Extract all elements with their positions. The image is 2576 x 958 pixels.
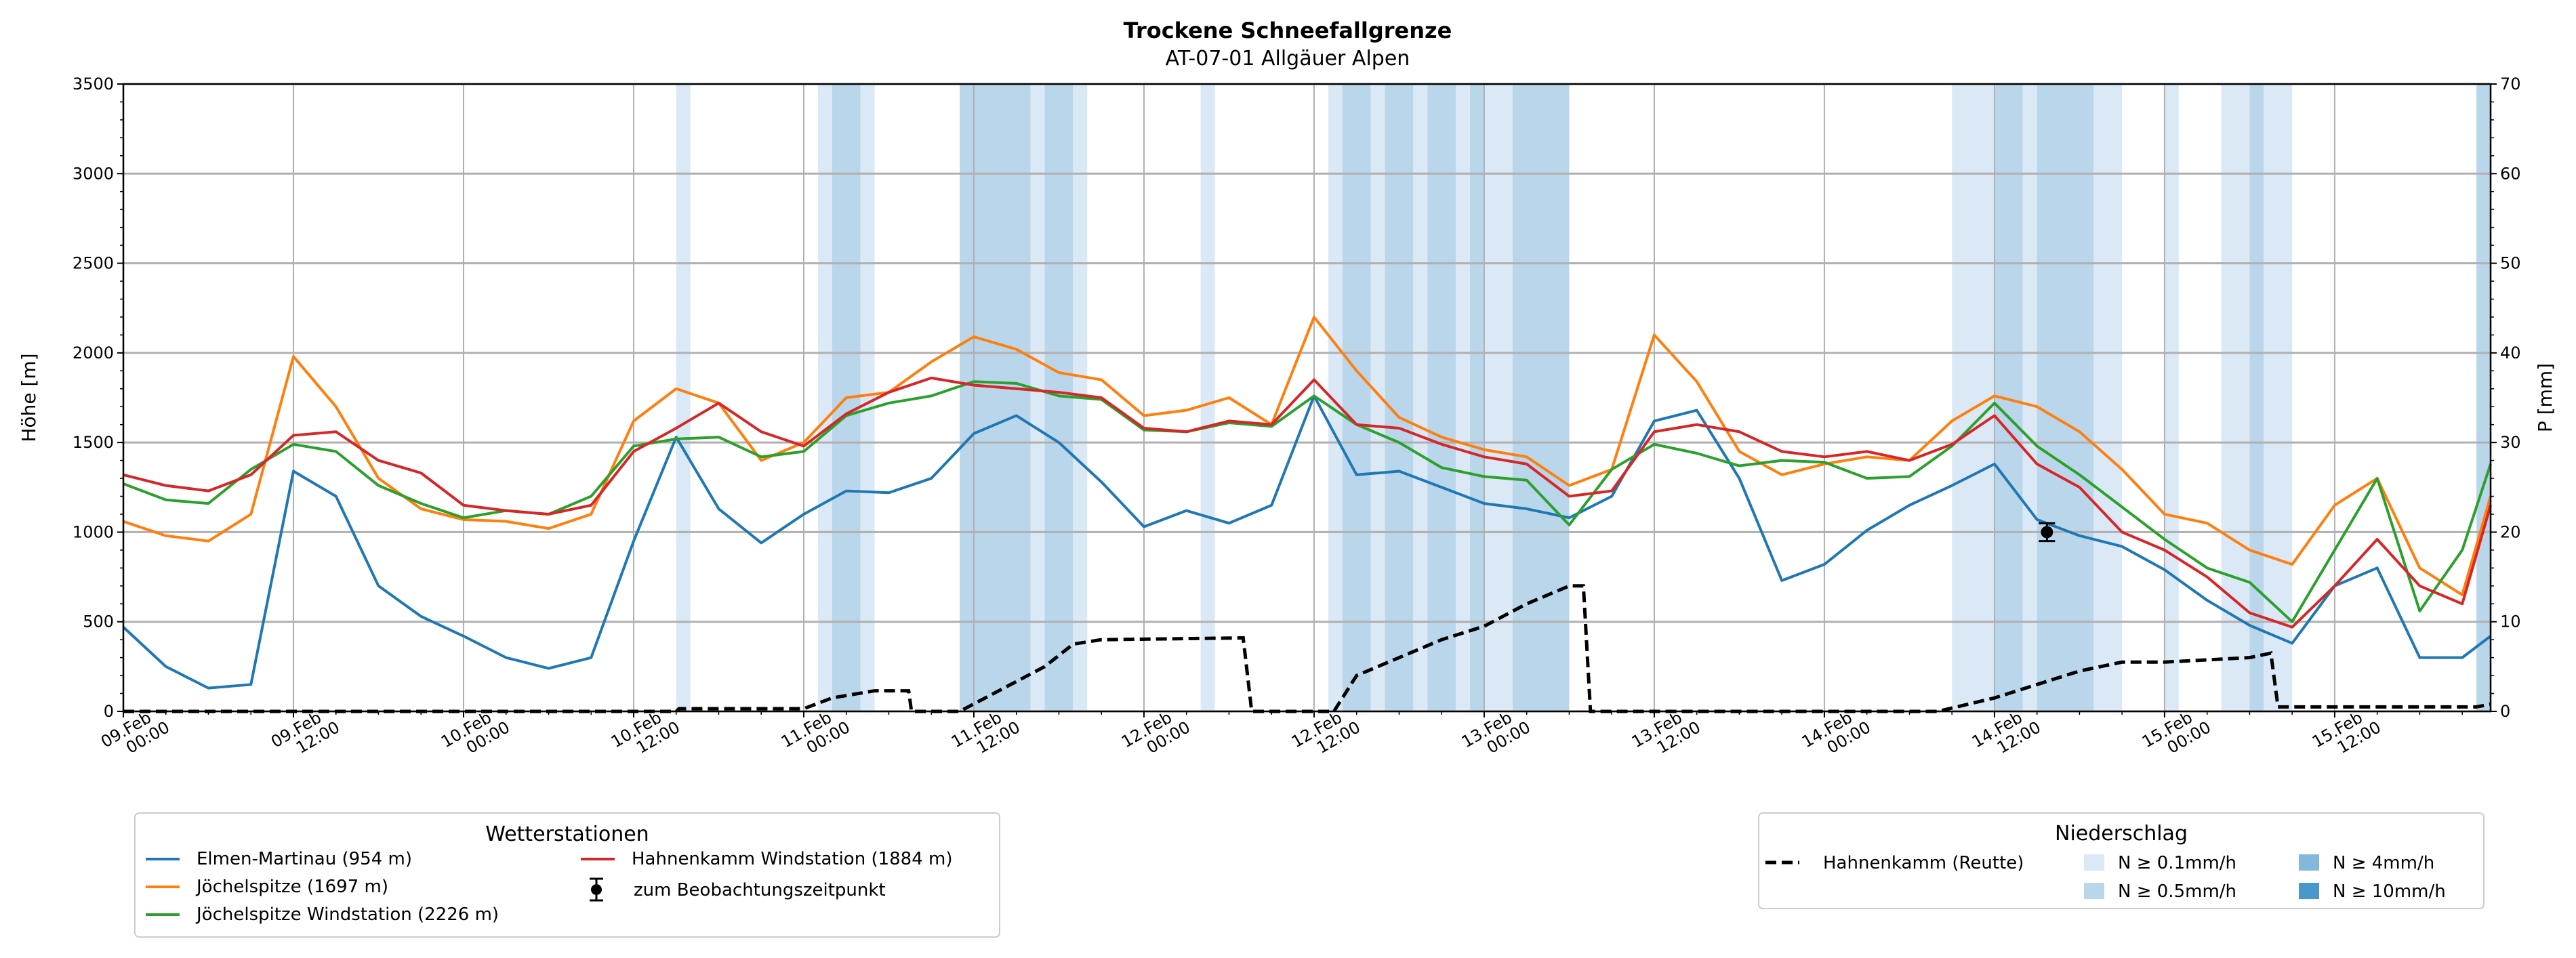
legend-label-2: Jöchelspitze Windstation (2226 m) <box>195 904 499 925</box>
observation-marker-icon <box>591 884 602 895</box>
precip-band <box>1030 84 1045 711</box>
precip-band <box>1952 84 1995 711</box>
y-tick-label: 3000 <box>73 164 114 183</box>
y2-tick-label: 0 <box>2500 702 2510 721</box>
legend-precip-swatch-3 <box>2299 883 2319 899</box>
precip-band <box>1200 84 1215 711</box>
y2-tick-label: 30 <box>2500 433 2521 452</box>
precip-band <box>1470 84 1484 711</box>
precip-band <box>676 84 691 711</box>
legend-label-0: Elmen-Martinau (954 m) <box>197 849 412 869</box>
legend-precip-label-1: N ≥ 0.5mm/h <box>2118 881 2236 902</box>
precip-band <box>2022 84 2037 711</box>
precip-band <box>1328 84 1343 711</box>
precip-band <box>1370 84 1385 711</box>
legend-label-1: Jöchelspitze (1697 m) <box>195 877 388 897</box>
precip-band <box>1427 84 1456 711</box>
legend-precip-label-0: N ≥ 0.1mm/h <box>2118 853 2236 873</box>
legend-observation-label: zum Beobachtungszeitpunkt <box>634 880 886 900</box>
legend-precip-label-3: N ≥ 10mm/h <box>2333 881 2446 902</box>
legend-precip: Niederschlag Hahnenkamm (Reutte) N ≥ 0.1… <box>1758 812 2485 909</box>
legend-observation: zum Beobachtungszeitpunkt <box>590 877 886 902</box>
y-tick-label: 3500 <box>73 75 114 93</box>
precip-band <box>2221 84 2250 711</box>
y-tick-label: 0 <box>104 702 114 721</box>
y2-tick-label: 20 <box>2500 522 2521 541</box>
y2-tick-label: 60 <box>2500 164 2521 183</box>
y2-tick-label: 10 <box>2500 612 2521 631</box>
y-tick-label: 500 <box>83 612 114 631</box>
legend-precip-series-label: Hahnenkamm (Reutte) <box>1823 853 2024 873</box>
legend-stations-frame <box>134 812 1000 938</box>
series-line-1 <box>123 315 2492 597</box>
legend-precip-swatch-2 <box>2299 854 2319 871</box>
y-tick-label: 2500 <box>73 254 114 273</box>
precip-band <box>1413 84 1428 711</box>
precip-bands <box>676 84 2491 711</box>
legend-precip-swatch-1 <box>2084 883 2104 899</box>
y-axis-label: Höhe [m] <box>18 353 40 442</box>
y-tick-label: 1000 <box>73 522 114 541</box>
legend-precip-title: Niederschlag <box>2055 822 2188 846</box>
y2-axis-label: P [mm] <box>2534 363 2556 432</box>
precip-band <box>1342 84 1371 711</box>
chart-title: Trockene Schneefallgrenze <box>1124 18 1452 43</box>
legend-stations-title: Wetterstationen <box>485 822 649 846</box>
precip-band <box>2164 84 2179 711</box>
series-line-0 <box>122 394 2492 690</box>
precip-band <box>860 84 875 711</box>
y2-tick-label: 70 <box>2500 75 2521 93</box>
legend-precip-swatch-0 <box>2084 854 2104 871</box>
y2-tick-label: 40 <box>2500 343 2521 362</box>
precip-band <box>1385 84 1414 711</box>
plot-frame <box>122 83 2492 713</box>
chart-subtitle: AT-07-01 Allgäuer Alpen <box>1166 47 1410 70</box>
y-tick-label: 2000 <box>73 343 114 362</box>
precip-band <box>2476 84 2491 711</box>
series-lines <box>122 315 2492 713</box>
precip-band <box>2037 84 2094 711</box>
y2-tick-label: 50 <box>2500 254 2521 273</box>
observation-point <box>2041 526 2053 539</box>
legend-stations: Wetterstationen Elmen-Martinau (954 m) Jö… <box>134 812 1000 938</box>
series-line-3 <box>123 376 2492 629</box>
legend-precip-label-2: N ≥ 4mm/h <box>2333 853 2434 873</box>
precip-band <box>1456 84 1471 711</box>
precip-band <box>817 84 832 711</box>
y-tick-label: 1500 <box>73 433 114 452</box>
precip-band <box>2093 84 2123 711</box>
precip-band <box>960 84 1031 711</box>
precip-line <box>123 584 2491 713</box>
grid-lines <box>123 83 2491 713</box>
precip-band <box>1484 84 1513 711</box>
precip-band <box>1512 84 1570 711</box>
legend-label-3: Hahnenkamm Windstation (1884 m) <box>632 849 953 869</box>
